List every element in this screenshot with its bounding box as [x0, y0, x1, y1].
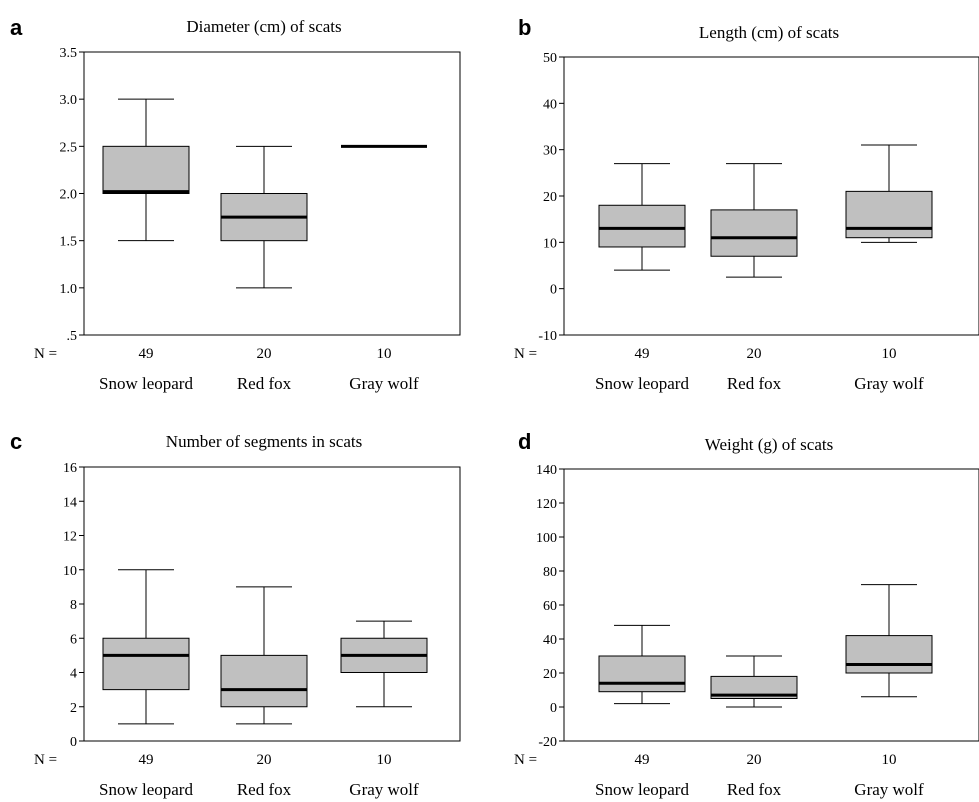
n-count: 49	[139, 346, 154, 362]
y-tick-label: 40	[543, 97, 557, 112]
y-tick-label: 14	[63, 495, 77, 510]
category-label: Gray wolf	[349, 374, 419, 393]
n-count: 20	[257, 752, 272, 768]
box-snow-leopard	[598, 163, 686, 271]
chart-title: Length (cm) of scats	[699, 23, 839, 42]
panel-letter: c	[10, 429, 22, 454]
y-tick-label: 10	[63, 564, 77, 579]
y-tick-label: 120	[536, 497, 557, 512]
n-count: 49	[635, 346, 650, 362]
y-tick-label: 0	[550, 283, 557, 298]
y-tick-label: -10	[538, 329, 557, 344]
category-label: Gray wolf	[349, 780, 419, 799]
iqr-box	[598, 204, 686, 248]
iqr-box	[845, 635, 933, 674]
category-label: Red fox	[727, 780, 782, 799]
iqr-box	[845, 190, 933, 239]
y-tick-label: 2.0	[60, 188, 78, 203]
n-count: 10	[882, 346, 897, 362]
n-count: 10	[377, 752, 392, 768]
panel-letter: b	[518, 15, 531, 40]
n-count: 20	[257, 346, 272, 362]
y-tick-label: 50	[543, 51, 557, 66]
iqr-box	[102, 637, 190, 691]
y-tick-label: 20	[543, 667, 557, 682]
plot-frame	[563, 468, 979, 742]
y-tick-label: 60	[543, 599, 557, 614]
y-tick-label: 80	[543, 565, 557, 580]
panel-d: d Weight (g) of scats -20 0 20 40 60 80 100 120 14…	[514, 429, 979, 799]
box-snow-leopard	[598, 624, 686, 705]
iqr-box	[102, 145, 190, 194]
box-gray-wolf	[340, 620, 428, 708]
box-red-fox	[220, 586, 308, 725]
y-tick-label: 140	[536, 463, 557, 478]
box-gray-wolf	[845, 584, 933, 698]
category-label: Snow leopard	[99, 780, 193, 799]
category-label: Snow leopard	[99, 374, 193, 393]
n-count: 49	[139, 752, 154, 768]
category-label: Red fox	[237, 374, 292, 393]
n-label: N =	[514, 752, 537, 768]
chart-title: Number of segments in scats	[166, 432, 362, 451]
n-count: 10	[377, 346, 392, 362]
box-gray-wolf	[845, 144, 933, 243]
y-tick-label: -20	[538, 735, 557, 750]
y-tick-label: 40	[543, 633, 557, 648]
y-tick-label: 3.0	[60, 93, 78, 108]
y-tick-label: 100	[536, 531, 557, 546]
category-label: Gray wolf	[854, 780, 924, 799]
panel-a: a Diameter (cm) of scats .5 1.0 1.5 2.0 2.5 3.0…	[10, 15, 461, 393]
box-red-fox	[710, 163, 798, 278]
box-snow-leopard	[102, 98, 190, 242]
category-label: Snow leopard	[595, 374, 689, 393]
n-label: N =	[34, 752, 57, 768]
y-tick-label: 0	[70, 735, 77, 750]
category-label: Red fox	[237, 780, 292, 799]
panel-b: b Length (cm) of scats -10 0 10 20 30 40 50 N = 49…	[514, 15, 979, 393]
iqr-box	[710, 675, 798, 700]
n-count: 10	[882, 752, 897, 768]
box-red-fox	[220, 145, 308, 289]
y-tick-label: 3.5	[60, 46, 78, 61]
n-count: 20	[747, 346, 762, 362]
y-tick-label: 20	[543, 190, 557, 205]
y-tick-label: .5	[67, 329, 78, 344]
box-red-fox	[710, 655, 798, 708]
y-tick-label: 4	[70, 667, 77, 682]
category-label: Gray wolf	[854, 374, 924, 393]
y-tick-label: 0	[550, 701, 557, 716]
panel-c: c Number of segments in scats 0 2 4 6 8 10 12 14 1…	[10, 429, 461, 799]
y-tick-label: 2	[70, 701, 77, 716]
y-tick-label: 2.5	[60, 140, 78, 155]
chart-title: Weight (g) of scats	[705, 435, 833, 454]
box-snow-leopard	[102, 569, 190, 725]
n-count: 20	[747, 752, 762, 768]
n-label: N =	[34, 346, 57, 362]
y-tick-label: 12	[63, 530, 77, 545]
y-tick-label: 1.0	[60, 282, 78, 297]
y-tick-label: 6	[70, 632, 77, 647]
y-tick-label: 30	[543, 144, 557, 159]
iqr-box	[220, 654, 308, 708]
iqr-box	[710, 209, 798, 257]
category-label: Snow leopard	[595, 780, 689, 799]
n-count: 49	[635, 752, 650, 768]
chart-title: Diameter (cm) of scats	[186, 17, 341, 36]
y-tick-label: 16	[63, 461, 77, 476]
iqr-box	[598, 655, 686, 693]
panel-letter: d	[518, 429, 531, 454]
panel-letter: a	[10, 15, 23, 40]
y-tick-label: 8	[70, 598, 77, 613]
y-tick-label: 1.5	[60, 235, 78, 250]
category-label: Red fox	[727, 374, 782, 393]
y-tick-label: 10	[543, 236, 557, 251]
n-label: N =	[514, 346, 537, 362]
